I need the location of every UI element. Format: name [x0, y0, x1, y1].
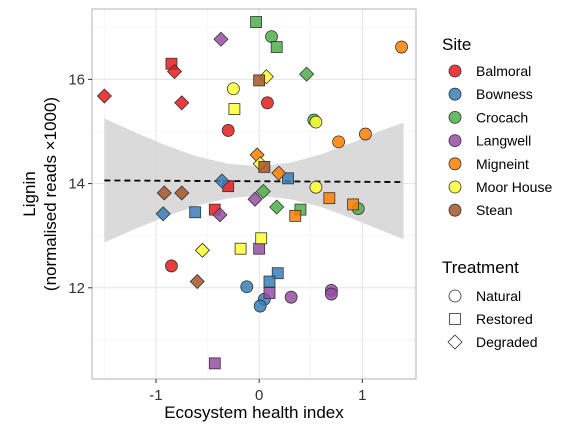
legend-label-site: Balmoral — [476, 63, 531, 79]
point-bowness-natural — [240, 280, 254, 294]
point-bowness-degraded — [155, 206, 171, 222]
data-points — [96, 16, 408, 370]
legend-label-site: Langwell — [476, 133, 531, 149]
plot-border — [91, 8, 417, 380]
point-balmoral-degraded — [96, 88, 112, 104]
x-axis-label: Ecosystem health index — [164, 403, 344, 422]
point-bowness-restored — [263, 275, 276, 288]
point-balmoral-natural — [261, 96, 274, 110]
site-legend: Balmoral Bowness Crocach Langwell Migneint Mo… — [448, 63, 552, 218]
y-axis-label: Lignin — [20, 171, 39, 216]
confidence-band — [104, 118, 404, 243]
y-tick-label: 14 — [68, 176, 85, 193]
point-bowness-degraded — [214, 173, 230, 189]
point-langwell-natural — [284, 290, 298, 304]
x-tick-label: 1 — [358, 387, 366, 404]
legend-key-migneint — [448, 157, 462, 171]
y-axis-label-units: (normalised reads ×1000) — [41, 97, 60, 291]
point-crocach-restored — [250, 16, 262, 28]
point-moor-house-restored — [234, 242, 247, 255]
point-stean-degraded — [156, 185, 172, 201]
point-langwell-restored — [263, 287, 276, 299]
point-langwell-restored — [253, 242, 266, 255]
y-tick-label: 12 — [68, 280, 85, 297]
point-balmoral-degraded — [174, 95, 190, 111]
point-langwell-natural — [324, 287, 338, 301]
point-langwell-restored — [208, 357, 221, 370]
legend-key-degraded — [447, 334, 463, 350]
treatment-legend: Natural Restored Degraded — [447, 288, 538, 350]
point-bowness-restored — [282, 172, 294, 185]
point-bowness-restored — [189, 206, 202, 219]
legend-label-site: Migneint — [476, 156, 529, 172]
point-balmoral-natural — [221, 124, 235, 137]
legend-label-site: Crocach — [476, 109, 528, 125]
point-bowness-natural — [253, 299, 267, 313]
point-crocach-degraded — [299, 66, 315, 82]
legend-label-treatment: Restored — [476, 311, 533, 327]
point-stean-restored — [258, 161, 271, 173]
point-balmoral-degraded — [166, 63, 183, 80]
point-migneint-natural — [359, 127, 372, 141]
point-stean-restored — [253, 74, 266, 87]
point-bowness-restored — [271, 267, 284, 280]
point-crocach-natural — [265, 30, 278, 44]
point-migneint-restored — [323, 192, 336, 205]
point-moor-house-natural — [309, 115, 323, 129]
point-migneint-natural — [332, 135, 346, 149]
legend-key-moor-house — [448, 180, 462, 194]
legend-key-natural — [448, 289, 462, 303]
legend-key-langwell — [448, 134, 462, 148]
x-axis-ticks: -1 0 1 — [149, 379, 367, 404]
point-stean-degraded — [174, 185, 190, 201]
point-stean-degraded — [189, 273, 205, 290]
legend-label-treatment: Degraded — [476, 334, 538, 350]
point-crocach-restored — [270, 41, 283, 53]
point-moor-house-degraded — [194, 242, 210, 258]
legend-label-treatment: Natural — [476, 288, 521, 304]
y-tick-label: 16 — [68, 71, 85, 88]
point-moor-house-natural — [226, 82, 240, 96]
legend-key-restored — [449, 313, 461, 325]
point-moor-house-natural — [309, 180, 323, 194]
legend-label-site: Bowness — [476, 86, 533, 102]
legend-key-balmoral — [448, 64, 462, 78]
point-crocach-degraded — [269, 199, 285, 215]
point-langwell-degraded — [213, 31, 229, 47]
point-langwell-degraded — [247, 191, 263, 207]
legend-key-stean — [448, 203, 462, 217]
point-migneint-restored — [347, 198, 359, 211]
point-moor-house-restored — [228, 103, 241, 115]
site-legend-title: Site — [442, 35, 471, 54]
legend-key-bowness — [448, 87, 462, 101]
confidence-band-group — [104, 118, 404, 243]
y-axis-ticks: 12 14 16 — [68, 71, 92, 297]
point-crocach-degraded — [255, 183, 271, 199]
treatment-legend-title: Treatment — [442, 258, 519, 277]
point-moor-house-restored — [255, 232, 268, 245]
point-langwell-degraded — [212, 207, 228, 223]
x-tick-label: -1 — [149, 387, 162, 404]
point-balmoral-natural — [165, 259, 178, 273]
point-migneint-restored — [289, 209, 302, 222]
legend-label-site: Moor House — [476, 179, 552, 195]
legend-label-site: Stean — [476, 202, 513, 218]
point-migneint-degraded — [271, 165, 287, 181]
x-tick-label: 0 — [255, 387, 263, 404]
legend-key-crocach — [448, 111, 462, 124]
point-migneint-natural — [395, 40, 408, 54]
